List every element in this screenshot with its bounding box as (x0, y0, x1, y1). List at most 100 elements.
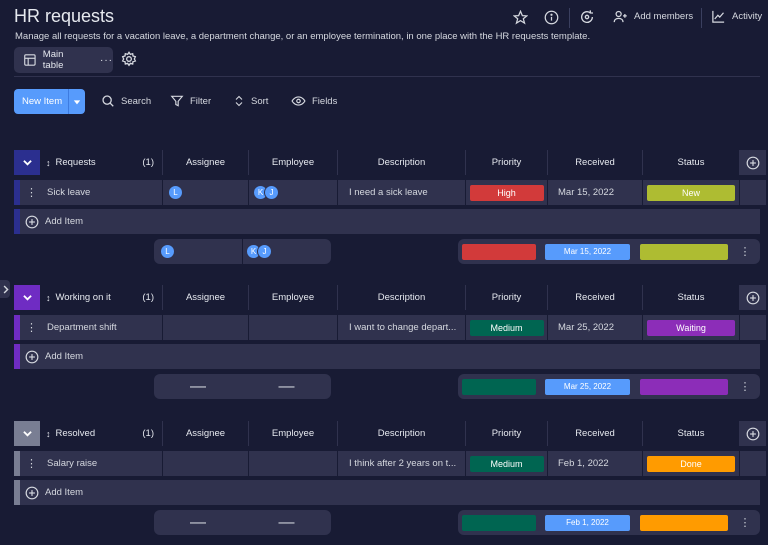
assignee-cell[interactable] (163, 315, 249, 340)
plus-circle-icon (25, 486, 39, 499)
star-icon[interactable] (511, 8, 529, 26)
item-name-cell[interactable]: ⋮ Department shift (20, 315, 163, 340)
new-item-label: New Item (22, 96, 63, 107)
group-title-cell[interactable]: ↕ Resolved (1) (40, 421, 163, 446)
employee-cell[interactable]: K J (249, 180, 338, 205)
row-menu-icon[interactable]: ⋮ (26, 458, 37, 470)
group-color-bar (14, 315, 20, 340)
add-item-cell[interactable]: Add Item (20, 209, 760, 234)
add-members-button[interactable]: Add members (613, 9, 693, 24)
summary-bars: Mar 15, 2022 ⋮ (458, 239, 760, 264)
summary-menu-icon[interactable]: ⋮ (739, 246, 751, 258)
priority-cell[interactable]: High (466, 180, 548, 205)
add-item-row[interactable]: Add Item (14, 480, 760, 505)
column-header-description[interactable]: Description (338, 150, 466, 175)
column-header-description[interactable]: Description (338, 285, 466, 310)
item-name-cell[interactable]: ⋮ Salary raise (20, 451, 163, 476)
column-header-priority[interactable]: Priority (466, 150, 548, 175)
priority-cell[interactable]: Medium (466, 315, 548, 340)
table-row[interactable]: ⋮ Salary raise I think after 2 years on … (14, 451, 766, 476)
add-item-row[interactable]: Add Item (14, 344, 760, 369)
column-header-assignee[interactable]: Assignee (163, 285, 249, 310)
add-column-button[interactable] (740, 285, 766, 310)
description-cell[interactable]: I need a sick leave (338, 180, 466, 205)
add-item-cell[interactable]: Add Item (20, 344, 760, 369)
column-header-assignee[interactable]: Assignee (163, 150, 249, 175)
sync-icon[interactable] (578, 8, 596, 26)
column-header-assignee[interactable]: Assignee (163, 421, 249, 446)
column-header-priority[interactable]: Priority (466, 285, 548, 310)
tab-divider (14, 76, 760, 77)
table-row[interactable]: ⋮ Sick leave L K J I need a sick leave H… (14, 180, 766, 205)
more-options-icon[interactable]: ··· (100, 54, 113, 66)
status-pill: New (647, 184, 735, 201)
group-header: ↕ Resolved (1) Assignee Employee Descrip… (14, 421, 766, 446)
status-cell[interactable]: New (643, 180, 740, 205)
assignee-cell[interactable]: L (163, 180, 249, 205)
status-cell[interactable]: Done (643, 451, 740, 476)
description-cell[interactable]: I want to change depart... (338, 315, 466, 340)
group-header: ↕ Requests (1) Assignee Employee Descrip… (14, 150, 766, 175)
tab-main-table[interactable]: Main table ··· (14, 47, 113, 73)
description-cell[interactable]: I think after 2 years on t... (338, 451, 466, 476)
group-title-cell[interactable]: ↕ Requests (1) (40, 150, 163, 175)
header-divider (701, 8, 702, 28)
fields-button[interactable]: Fields (291, 94, 337, 108)
add-column-button[interactable] (740, 150, 766, 175)
priority-cell[interactable]: Medium (466, 451, 548, 476)
summary-people: — — (154, 510, 331, 535)
group-toggle[interactable] (14, 150, 40, 175)
summary-bars: Mar 25, 2022 ⋮ (458, 374, 760, 399)
column-header-status[interactable]: Status (643, 285, 740, 310)
group-count: (1) (142, 428, 154, 439)
employee-cell[interactable] (249, 315, 338, 340)
page-subtitle: Manage all requests for a vacation leave… (15, 31, 591, 42)
add-item-row[interactable]: Add Item (14, 209, 760, 234)
add-item-cell[interactable]: Add Item (20, 480, 760, 505)
sidebar-toggle[interactable] (0, 280, 10, 298)
sort-icon (235, 95, 243, 107)
activity-button[interactable]: Activity (711, 9, 762, 24)
column-header-received[interactable]: Received (548, 285, 643, 310)
split-divider (68, 89, 69, 114)
row-menu-icon[interactable]: ⋮ (26, 187, 37, 199)
received-cell[interactable]: Mar 25, 2022 (548, 315, 643, 340)
received-cell[interactable]: Feb 1, 2022 (548, 451, 643, 476)
summary-assignee: — (190, 513, 206, 531)
search-button[interactable]: Search (101, 94, 151, 108)
group-count: (1) (142, 292, 154, 303)
column-header-status[interactable]: Status (643, 150, 740, 175)
status-cell[interactable]: Waiting (643, 315, 740, 340)
info-icon[interactable] (542, 8, 560, 26)
summary-menu-icon[interactable]: ⋮ (739, 517, 751, 529)
avatar: L (160, 244, 175, 259)
summary-menu-icon[interactable]: ⋮ (739, 381, 751, 393)
activity-label: Activity (732, 11, 763, 22)
assignee-cell[interactable] (163, 451, 249, 476)
sort-button[interactable]: Sort (233, 94, 268, 108)
column-header-employee[interactable]: Employee (249, 285, 338, 310)
plus-circle-icon (25, 215, 39, 228)
group-title-cell[interactable]: ↕ Working on it (1) (40, 285, 163, 310)
received-cell[interactable]: Mar 15, 2022 (548, 180, 643, 205)
row-menu-icon[interactable]: ⋮ (26, 322, 37, 334)
new-item-button[interactable]: New Item (14, 89, 85, 114)
gear-icon[interactable] (121, 51, 139, 69)
employee-cell[interactable] (249, 451, 338, 476)
column-header-received[interactable]: Received (548, 421, 643, 446)
chevron-down-icon[interactable] (69, 98, 85, 106)
group-toggle[interactable] (14, 421, 40, 446)
column-header-employee[interactable]: Employee (249, 150, 338, 175)
group-toggle[interactable] (14, 285, 40, 310)
page-title: HR requests (14, 6, 115, 26)
filter-button[interactable]: Filter (170, 94, 211, 108)
table-row[interactable]: ⋮ Department shift I want to change depa… (14, 315, 766, 340)
column-header-description[interactable]: Description (338, 421, 466, 446)
column-header-employee[interactable]: Employee (249, 421, 338, 446)
summary-people: L K J (154, 239, 331, 264)
column-header-priority[interactable]: Priority (466, 421, 548, 446)
column-header-status[interactable]: Status (643, 421, 740, 446)
column-header-received[interactable]: Received (548, 150, 643, 175)
add-column-button[interactable] (740, 421, 766, 446)
item-name-cell[interactable]: ⋮ Sick leave (20, 180, 163, 205)
